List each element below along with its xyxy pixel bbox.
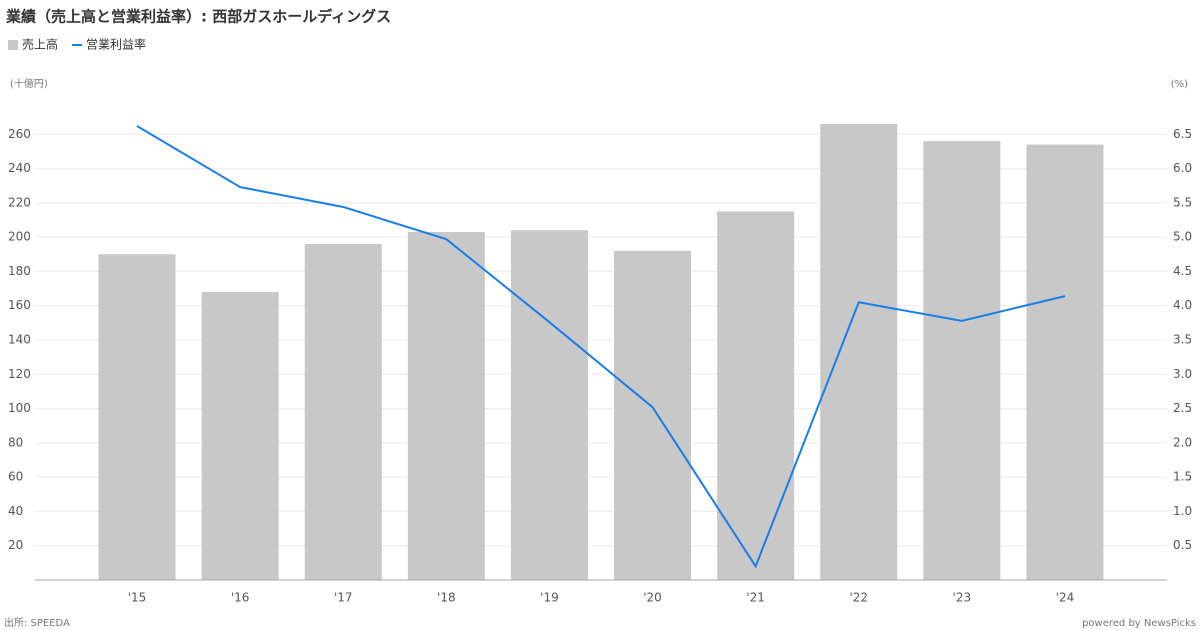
y2-tick-label: 1.5 — [1173, 470, 1192, 484]
y2-tick-label: 5.0 — [1173, 230, 1192, 244]
y-tick-label: 80 — [8, 435, 23, 449]
y2-tick-label: 5.5 — [1173, 195, 1192, 209]
x-tick-label: '20 — [643, 591, 662, 605]
x-tick-label: '16 — [231, 591, 250, 605]
bar — [510, 230, 588, 581]
y-tick-label: 100 — [8, 401, 31, 415]
bar — [923, 141, 1001, 580]
y2-tick-label: 1.0 — [1173, 504, 1192, 518]
legend-label: 営業利益率 — [86, 37, 146, 52]
y2-tick-label: 4.0 — [1173, 298, 1192, 312]
x-tick-label: '22 — [849, 591, 868, 605]
bar — [407, 232, 485, 580]
x-tick-label: '18 — [437, 591, 456, 605]
legend-swatch — [8, 40, 18, 50]
source: 出所: SPEEDA — [4, 616, 70, 629]
y2-tick-label: 6.0 — [1173, 161, 1192, 175]
y-tick-label: 120 — [8, 367, 31, 381]
x-tick-label: '23 — [953, 591, 972, 605]
y2-tick-label: 2.0 — [1173, 435, 1192, 449]
bar — [717, 211, 795, 580]
y2-tick-label: 3.0 — [1173, 367, 1192, 381]
bar — [98, 254, 176, 581]
legend-label: 売上高 — [22, 37, 58, 52]
y2-tick-label: 2.5 — [1173, 401, 1192, 415]
y2-tick-label: 6.5 — [1173, 127, 1192, 141]
y-tick-label: 180 — [8, 264, 31, 278]
bar — [304, 244, 382, 580]
credit: powered by NewsPicks — [1082, 618, 1196, 629]
bar — [1026, 144, 1104, 581]
y2-unit: (%) — [1171, 79, 1188, 90]
chart-title: 業績（売上高と営業利益率）: 西部ガスホールディングス — [5, 8, 391, 26]
x-tick-label: '17 — [334, 591, 353, 605]
bar — [201, 292, 279, 580]
y-tick-label: 240 — [8, 161, 31, 175]
x-tick-label: '21 — [746, 591, 765, 605]
y-tick-label: 200 — [8, 230, 31, 244]
x-tick-label: '15 — [128, 591, 147, 605]
y2-tick-label: 3.5 — [1173, 333, 1192, 347]
y-tick-label: 20 — [8, 538, 23, 552]
x-tick-label: '24 — [1056, 591, 1075, 605]
y-tick-label: 60 — [8, 470, 23, 484]
line — [136, 125, 1066, 569]
y-tick-label: 260 — [8, 127, 31, 141]
y-tick-label: 140 — [8, 333, 31, 347]
y-tick-label: 40 — [8, 504, 23, 518]
y2-tick-label: 0.5 — [1173, 538, 1192, 552]
y-tick-label: 220 — [8, 195, 31, 209]
y2-tick-label: 4.5 — [1173, 264, 1192, 278]
x-tick-label: '19 — [540, 591, 559, 605]
bar — [820, 124, 898, 580]
bar — [614, 250, 692, 580]
y-tick-label: 160 — [8, 298, 31, 312]
y-unit: (十億円) — [10, 77, 48, 90]
